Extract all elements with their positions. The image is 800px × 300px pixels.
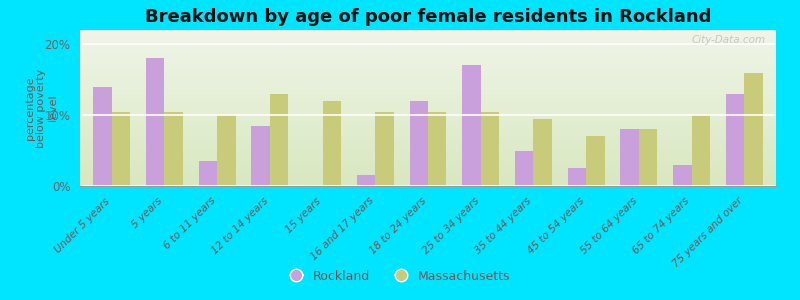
Title: Breakdown by age of poor female residents in Rockland: Breakdown by age of poor female resident…: [145, 8, 711, 26]
Bar: [164, 112, 183, 186]
Bar: [375, 112, 394, 186]
Bar: [744, 73, 763, 186]
Bar: [251, 126, 270, 186]
Bar: [673, 165, 692, 186]
Y-axis label: percentage
below poverty
level: percentage below poverty level: [25, 68, 58, 148]
Bar: [322, 101, 341, 186]
Bar: [621, 129, 639, 186]
Bar: [515, 151, 534, 186]
Bar: [146, 58, 164, 186]
Bar: [534, 118, 552, 186]
Bar: [692, 115, 710, 186]
Bar: [639, 129, 658, 186]
Bar: [217, 115, 235, 186]
Bar: [198, 161, 217, 186]
Bar: [726, 94, 744, 186]
Bar: [481, 112, 499, 186]
Bar: [586, 136, 605, 186]
Bar: [410, 101, 428, 186]
Bar: [568, 168, 586, 186]
Text: City-Data.com: City-Data.com: [691, 35, 766, 45]
Bar: [462, 65, 481, 186]
Legend: Rockland, Massachusetts: Rockland, Massachusetts: [285, 265, 515, 288]
Bar: [357, 176, 375, 186]
Bar: [112, 112, 130, 186]
Bar: [93, 87, 112, 186]
Bar: [428, 112, 446, 186]
Bar: [270, 94, 288, 186]
